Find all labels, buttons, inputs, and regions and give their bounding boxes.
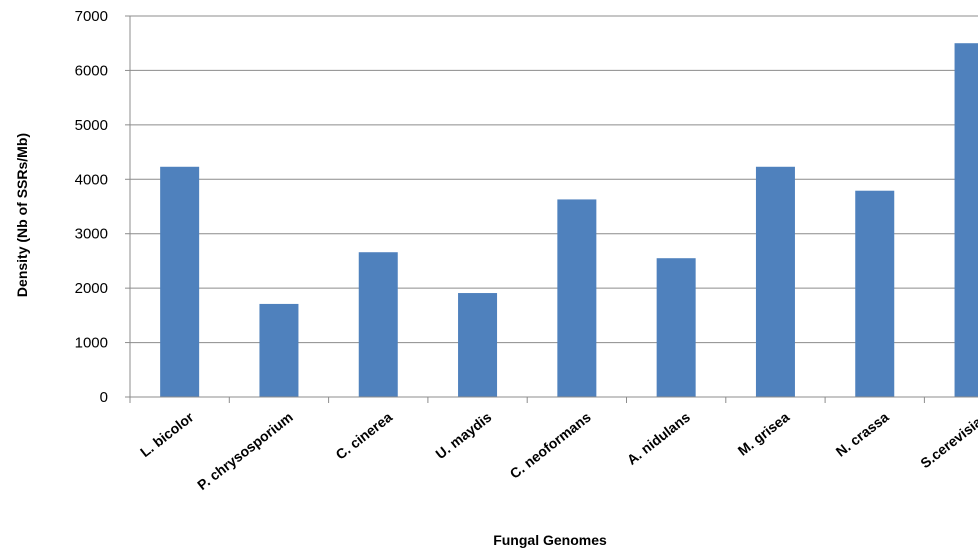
x-category-label: C. neoformans [507,409,594,482]
gridlines [130,15,978,344]
bar [458,293,498,397]
x-category-label: M. grisea [735,409,793,459]
x-category-label: S.cerevisiae [917,409,978,472]
y-tick-label: 7000 [75,8,108,25]
y-tick-label: 5000 [75,117,108,134]
y-tick-label: 2000 [75,280,108,297]
bar [656,258,696,397]
x-category-label: U. maydis [432,409,494,462]
bar [259,303,299,397]
y-tick-label: 6000 [75,62,108,79]
bar [755,166,795,397]
y-tick-label: 0 [100,389,108,406]
x-category-label: L. bicolor [137,408,197,460]
x-axis-title: Fungal Genomes [493,532,607,548]
bars [160,43,978,397]
bar [557,199,597,397]
y-tick-label: 3000 [75,226,108,243]
x-category-label: C. cinerea [332,409,395,463]
x-category-label: N. crassa [833,409,892,460]
y-tick-label: 4000 [75,171,108,188]
bar [855,190,895,397]
x-category-label: A. nidulans [624,409,693,468]
y-tick-labels: 0 1000 2000 3000 4000 5000 6000 7000 [75,8,108,406]
bar [358,252,398,397]
bar [160,166,200,397]
bar [954,43,978,397]
axes [125,15,978,403]
y-axis-title: Density (Nb of SSRs/Mb) [14,133,30,297]
y-tick-label: 1000 [75,335,108,352]
x-category-label: P. chrysosporium [194,409,296,493]
